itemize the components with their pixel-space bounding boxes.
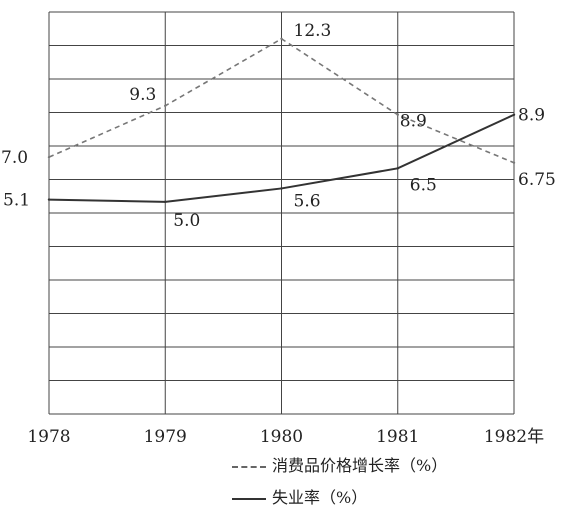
x-tick-label: 1980 — [260, 427, 303, 447]
legend-label-price-growth: 消费品价格增长率（%） — [272, 456, 448, 475]
legend-item-price-growth: 消费品价格增长率（%） — [232, 452, 447, 476]
data-point-price-growth — [512, 161, 516, 164]
data-label-price-growth: 6.75 — [518, 170, 556, 190]
data-point-price-growth — [47, 155, 51, 159]
data-point-unemployment — [280, 187, 283, 190]
x-tick-label: 1979 — [144, 427, 187, 447]
data-point-unemployment — [512, 113, 516, 116]
data-label-unemployment: 6.5 — [410, 175, 437, 195]
data-label-unemployment: 5.0 — [173, 211, 200, 231]
data-label-price-growth: 7.0 — [1, 148, 28, 168]
x-tick-label: 1982年 — [484, 427, 544, 447]
legend-solid-swatch — [232, 497, 266, 500]
data-point-price-growth — [280, 37, 283, 40]
data-label-price-growth: 9.3 — [129, 85, 156, 105]
data-point-unemployment — [164, 200, 167, 204]
data-point-unemployment — [396, 167, 399, 170]
data-label-unemployment: 5.6 — [294, 191, 321, 211]
data-label-unemployment: 8.9 — [518, 106, 545, 126]
data-point-unemployment — [47, 198, 51, 201]
data-point-price-growth — [396, 113, 399, 116]
legend-label-unemployment: 失业率（%） — [272, 488, 368, 507]
data-label-unemployment: 5.1 — [3, 191, 30, 211]
legend-dashed-swatch — [232, 465, 266, 468]
data-label-price-growth: 8.9 — [400, 112, 427, 132]
data-label-price-growth: 12.3 — [294, 21, 332, 41]
legend-item-unemployment: 失业率（%） — [232, 484, 367, 508]
data-point-price-growth — [164, 104, 167, 108]
x-tick-label: 1978 — [27, 427, 70, 447]
x-tick-label: 1981 — [376, 427, 419, 447]
